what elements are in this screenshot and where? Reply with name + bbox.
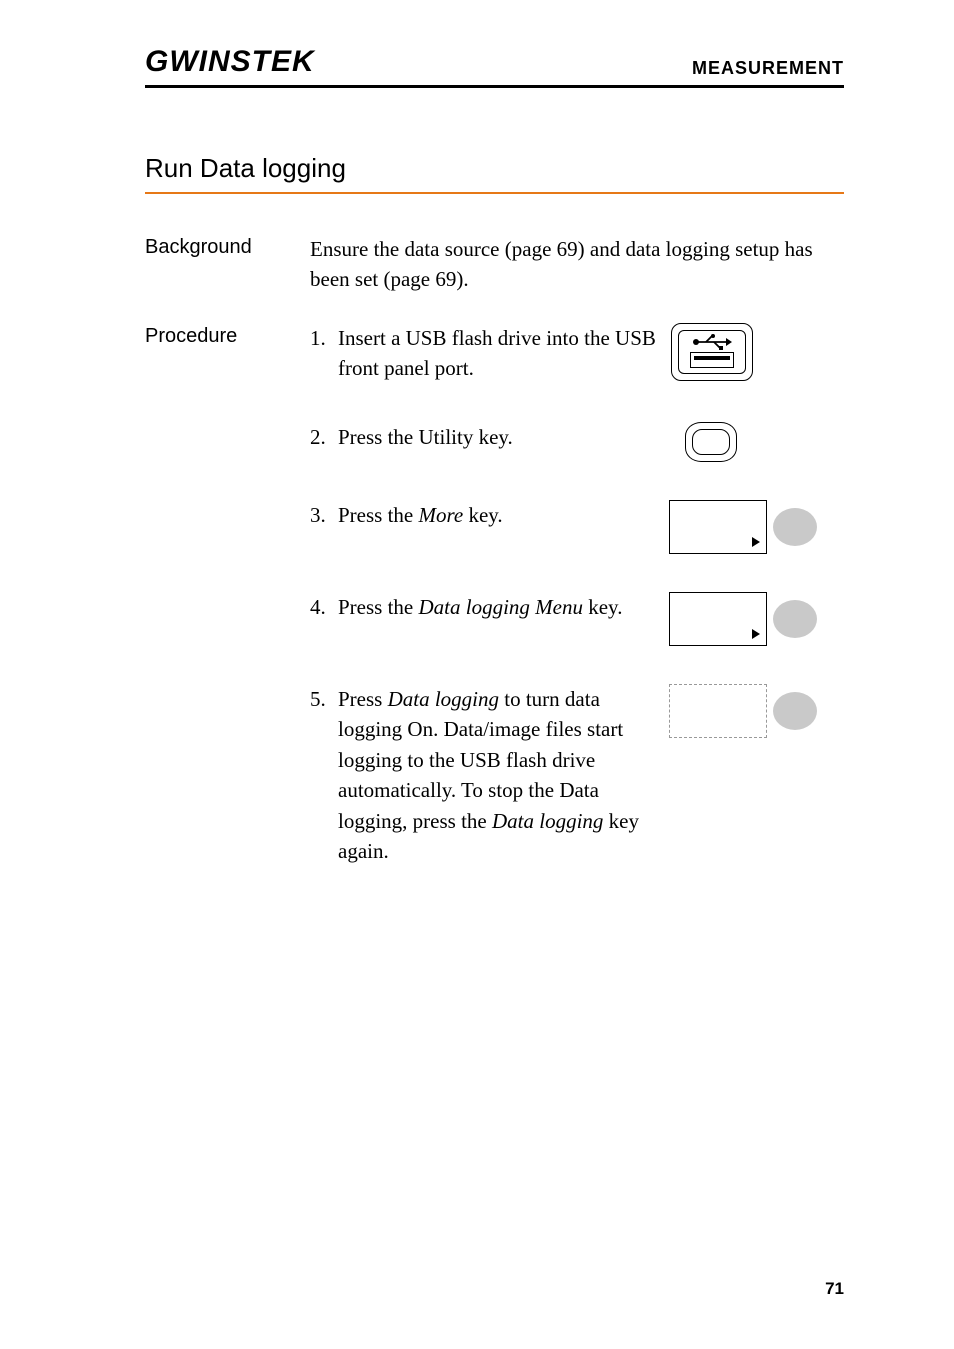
- content-area: Background Ensure the data source (page …: [145, 234, 844, 904]
- step-5-ital2: Data logging: [492, 809, 603, 833]
- background-row: Background Ensure the data source (page …: [145, 234, 844, 295]
- page-header: GWINSTEK MEASUREMENT: [145, 45, 844, 88]
- step-4-pre: Press the: [338, 595, 419, 619]
- document-page: GWINSTEK MEASUREMENT Run Data logging Ba…: [0, 0, 954, 1349]
- utility-key-illustration: [669, 422, 844, 462]
- step-5-num: 5.: [310, 684, 338, 867]
- usb-port-illustration: [669, 323, 844, 381]
- brand-logo: GWINSTEK: [145, 45, 315, 79]
- step-3-pre: Press the: [338, 503, 419, 527]
- step-2-num: 2.: [310, 422, 338, 452]
- step-5-pre: Press: [338, 687, 388, 711]
- softkey-button-icon: [773, 508, 817, 546]
- step-5-body: Press Data logging to turn data logging …: [338, 684, 669, 867]
- step-3-body: Press the More key.: [338, 500, 669, 530]
- usb-symbol-icon: [692, 334, 732, 350]
- triangle-right-icon: [752, 629, 760, 639]
- step-3: 3. Press the More key.: [310, 500, 844, 554]
- step-5: 5. Press Data logging to turn data loggi…: [310, 684, 844, 867]
- step-3-post: key.: [463, 503, 502, 527]
- step-4-post: key.: [583, 595, 622, 619]
- step-3-num: 3.: [310, 500, 338, 530]
- step-5-ital: Data logging: [388, 687, 499, 711]
- step-2-body: Press the Utility key.: [338, 422, 669, 452]
- background-text: Ensure the data source (page 69) and dat…: [310, 234, 844, 295]
- step-4-num: 4.: [310, 592, 338, 622]
- procedure-row: Procedure 1. Insert a USB flash drive in…: [145, 323, 844, 905]
- step-5-text: 5. Press Data logging to turn data loggi…: [310, 684, 669, 867]
- step-1: 1. Insert a USB flash drive into the USB…: [310, 323, 844, 384]
- step-4-ital: Data logging Menu: [419, 595, 583, 619]
- step-3-ital: More: [419, 503, 464, 527]
- softkey-button-icon: [773, 600, 817, 638]
- section-heading: Run Data logging: [145, 153, 844, 194]
- datalogging-softkey-illustration: [669, 684, 844, 738]
- background-label: Background: [145, 234, 310, 295]
- step-4: 4. Press the Data logging Menu key.: [310, 592, 844, 646]
- softkey-box-icon: [669, 500, 767, 554]
- step-2: 2. Press the Utility key.: [310, 422, 844, 462]
- step-1-num: 1.: [310, 323, 338, 384]
- procedure-label: Procedure: [145, 323, 310, 905]
- step-1-body: Insert a USB flash drive into the USB fr…: [338, 323, 669, 384]
- softkey-group: [669, 500, 817, 554]
- softkey-box-dashed-icon: [669, 684, 767, 738]
- page-number: 71: [825, 1279, 844, 1299]
- softkey-group: [669, 592, 817, 646]
- procedure-steps: 1. Insert a USB flash drive into the USB…: [310, 323, 844, 905]
- usb-slot-icon: [690, 352, 734, 368]
- section-label: MEASUREMENT: [692, 58, 844, 79]
- step-2-text: 2. Press the Utility key.: [310, 422, 669, 452]
- step-3-text: 3. Press the More key.: [310, 500, 669, 530]
- softkey-button-icon: [773, 692, 817, 730]
- softkey-box-icon: [669, 592, 767, 646]
- triangle-right-icon: [752, 537, 760, 547]
- step-1-text: 1. Insert a USB flash drive into the USB…: [310, 323, 669, 384]
- more-softkey-illustration: [669, 500, 844, 554]
- usb-port-icon: [671, 323, 753, 381]
- softkey-group: [669, 684, 817, 738]
- step-4-text: 4. Press the Data logging Menu key.: [310, 592, 669, 622]
- datalogging-menu-softkey-illustration: [669, 592, 844, 646]
- step-4-body: Press the Data logging Menu key.: [338, 592, 669, 622]
- utility-key-icon: [685, 422, 737, 462]
